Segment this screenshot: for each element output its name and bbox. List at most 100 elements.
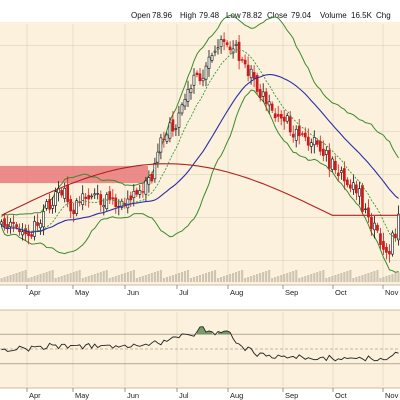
candle-body [84,196,88,199]
volume-bar [123,273,126,282]
volume-bar [382,277,385,282]
volume-bar [262,272,265,282]
volume-bar [391,274,394,282]
volume-bar [214,270,217,282]
candle-body [376,224,379,231]
volume-bar [30,277,33,282]
volume-bar [66,274,69,282]
candle-body [258,89,262,98]
candle-body [336,172,340,177]
candle-body [333,160,337,171]
candle-body [297,125,301,137]
volume-bar [9,275,12,282]
volume-bar [379,278,382,282]
volume-bar [208,272,211,282]
volume-bar [220,277,223,282]
volume-bar [265,271,268,282]
candle-body [216,47,220,50]
volume-bar [159,270,162,282]
candle-body [279,114,283,119]
candle-body [99,194,103,205]
candle-body [114,197,118,207]
candle-body [348,184,352,189]
candle-body [147,177,151,185]
volume-bar [27,278,30,282]
candle-body [385,246,388,253]
month-label: Nov [385,391,399,400]
candle-body [87,195,91,200]
candle-body [102,205,106,208]
candle-body [81,193,85,205]
candle-body [201,77,205,82]
month-label: Apr [29,288,41,297]
volume-bar [39,274,42,282]
volume-bar [90,275,93,282]
chg-label: Chg [376,11,391,20]
volume-bar [96,273,99,282]
volume-bar [334,275,337,282]
volume-bar [177,273,180,282]
candle-body [9,221,12,227]
volume-bar [283,274,286,282]
volume-bar [274,277,277,282]
volume-bar [259,273,262,282]
volume-bar [60,276,63,282]
candle-body [177,112,181,128]
candle-body [195,72,199,76]
candle-body [165,134,169,142]
close-value: 79.04 [291,11,312,20]
volume-bar [355,277,358,282]
volume-bar [57,277,60,282]
candle-body [69,199,72,212]
candle-body [207,56,211,69]
low-value: 78.82 [242,11,263,20]
candle-body [150,174,154,182]
volume-bar [394,273,397,282]
candle-body [379,233,382,245]
volume-bar [268,270,271,282]
candle-body [222,39,226,42]
candle-body [288,116,292,133]
volume-bar [147,274,150,282]
volume-bar [331,276,334,282]
volume-bar [168,276,171,282]
candle-body [54,191,57,206]
candle-body [394,233,397,239]
candle-body [135,189,139,195]
volume-bar [226,275,229,282]
oscillator-fill-segment [218,331,231,335]
volume-bar [298,278,301,282]
candle-body [39,223,42,229]
candle-body [243,59,247,65]
candle-body [171,119,175,132]
volume-bar [376,270,379,282]
candle-body [219,39,223,47]
volume-bar [135,278,138,282]
candle-body [63,188,66,199]
candle-body [312,137,316,146]
candle-body [285,115,289,122]
month-labels-top: Apr May Jun Jul Aug Sep Oct Nov [26,285,399,297]
candle-body [370,216,373,230]
candle-body [15,224,18,228]
candle-body [120,200,124,208]
candle-body [364,208,367,210]
volume-bar [352,278,355,282]
candle-body [351,182,355,190]
volume-bar [51,270,54,282]
volume-bar [301,277,304,282]
volume-bar [232,273,235,282]
volume-bar [54,278,57,282]
volume-bar [319,271,322,282]
volume-bar [205,273,208,282]
volume-bar [87,276,90,282]
month-label: Jul [179,288,189,297]
volume-bar [117,275,120,282]
volume-bar [84,277,87,282]
volume-bar [304,276,307,282]
volume-bar [15,273,18,282]
high-value: 79.48 [199,11,220,20]
candle-body [198,73,202,82]
volume-bar [316,272,319,282]
candle-body [391,232,394,255]
